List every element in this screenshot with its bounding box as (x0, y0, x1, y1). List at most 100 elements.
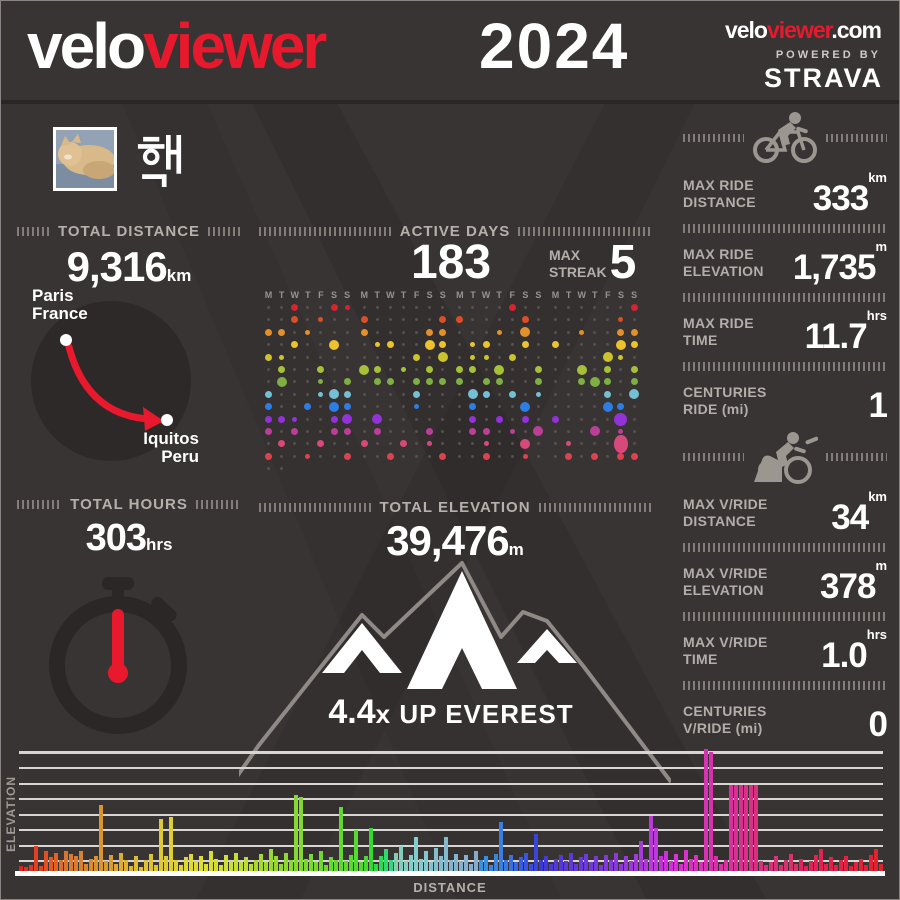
day-label: S (631, 290, 638, 301)
elevation-bar (504, 860, 508, 871)
calendar-day-dot (562, 365, 575, 375)
calendar-day-dot (262, 402, 275, 412)
elevation-bar (69, 854, 73, 871)
calendar-day-dot (562, 413, 575, 426)
calendar-day-dot (358, 340, 371, 350)
calendar-day-dot (562, 435, 575, 453)
elevation-bar (109, 855, 113, 871)
calendar-day-dot (628, 365, 641, 375)
elevation-bar (754, 785, 758, 871)
elevation-bar (234, 853, 238, 871)
calendar-day-dot (423, 316, 436, 323)
calendar-day-dot (262, 340, 275, 350)
ride-stat-value: 11.7hrs (804, 307, 887, 356)
calendar-day-dot (371, 329, 384, 336)
calendar-day-dot (628, 426, 641, 436)
calendar-day-dot (519, 415, 532, 423)
calendar-day-dot (601, 317, 614, 322)
elevation-bar (384, 849, 388, 871)
elevation-bar (289, 860, 293, 871)
calendar-day-dot (453, 327, 466, 337)
calendar-day-dot (628, 340, 641, 350)
calendar-day-dot (588, 452, 601, 460)
calendar-day-dot (562, 402, 575, 412)
calendar-day-dot (480, 402, 493, 412)
calendar-row (262, 434, 638, 453)
calendar-day-dot (262, 452, 275, 460)
calendar-day-dot (519, 304, 532, 311)
calendar-day-dot (314, 402, 327, 412)
elevation-bar (654, 828, 658, 871)
calendar-day-dot (262, 316, 275, 323)
day-label: F (318, 290, 324, 301)
elevation-bar (499, 822, 503, 871)
vride-stat-label: MAX V/RIDE TIME (683, 634, 768, 667)
ride-stat-divider (683, 293, 887, 302)
route-to-label: Iquitos Peru (143, 429, 199, 466)
elevation-bar (779, 865, 783, 871)
active-days-value: 183 (410, 236, 492, 289)
calendar-day-dot (549, 453, 562, 460)
elevation-bar (329, 857, 333, 871)
calendar-day-dot (588, 329, 601, 336)
ride-stats: MAX RIDE DISTANCE 333km MAX RIDE ELEVATION 1,… (683, 169, 888, 426)
max-streak-label: MAX STREAK (549, 247, 607, 280)
calendar-day-dot (314, 354, 327, 361)
elevation-bar (619, 864, 623, 871)
elevation-bar (229, 861, 233, 871)
site-url[interactable]: veloviewer.com (724, 17, 882, 43)
calendar-row (262, 314, 638, 326)
calendar-day-dot (466, 439, 479, 449)
calendar-day-dot (410, 352, 423, 362)
calendar-day-dot (262, 414, 275, 424)
calendar-day-dot (371, 352, 384, 362)
calendar-day-dot (588, 426, 601, 437)
calendar-day-dot (436, 352, 449, 363)
total-elevation-label: TOTAL ELEVATION (379, 499, 531, 516)
gridline (19, 798, 883, 800)
calendar-day-dot (588, 340, 601, 350)
calendar-day-dot (341, 414, 354, 425)
elevation-bar (834, 865, 838, 871)
ride-stat-row: MAX RIDE DISTANCE 333km (683, 169, 887, 219)
elevation-bar (829, 857, 833, 871)
calendar-day-dot (341, 329, 354, 336)
tally-left (683, 453, 744, 461)
calendar-day-dot (628, 352, 641, 362)
day-label: M (360, 290, 368, 301)
elevation-bar (464, 855, 468, 871)
elevation-bar (644, 859, 648, 871)
tally-right (195, 500, 242, 509)
elevation-bar (594, 856, 598, 871)
tally-left (17, 500, 63, 509)
calendar-day-dot (588, 376, 601, 387)
calendar-day-dot (614, 339, 627, 350)
calendar-day-dot (549, 377, 562, 387)
elevation-bar (59, 860, 63, 871)
calendar-day-dot (397, 414, 410, 424)
elevation-bar (294, 795, 298, 871)
calendar-day-dot (614, 328, 627, 336)
calendar-day-dot (562, 389, 575, 399)
calendar-day-dot (262, 304, 275, 311)
calendar-day-dot (532, 426, 545, 437)
calendar-day-dot (575, 453, 588, 460)
elevation-bar (569, 853, 573, 871)
calendar-row (262, 376, 638, 388)
calendar-day-dot (493, 341, 506, 348)
calendar-day-dot (480, 416, 493, 423)
elevation-bar (209, 851, 213, 871)
elevation-bar (869, 855, 873, 871)
calendar-day-dot (436, 328, 449, 336)
calendar-day-dot (519, 354, 532, 361)
calendar-day-dot (301, 453, 314, 460)
calendar-day-dot (275, 440, 288, 448)
calendar-day-dot (628, 389, 641, 400)
elevation-bar (19, 866, 23, 871)
route-end-dot (161, 414, 173, 426)
calendar-day-dot (466, 354, 479, 361)
calendar-day-dot (288, 329, 301, 336)
elevation-bar (144, 860, 148, 871)
